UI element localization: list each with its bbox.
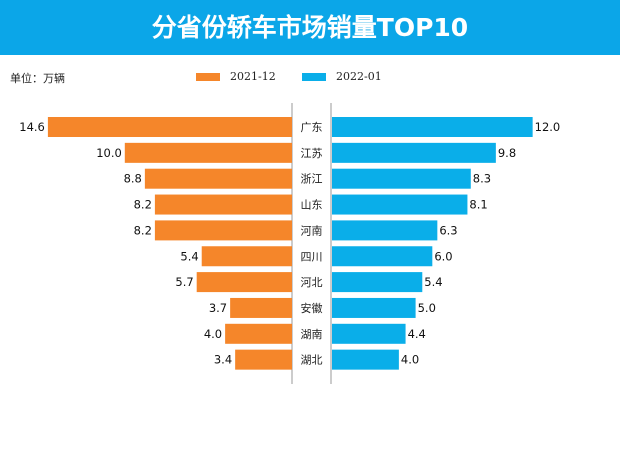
bar-2021-12 xyxy=(47,117,292,137)
value-label-2022-01: 5.0 xyxy=(418,301,436,315)
bar-2022-01 xyxy=(332,220,438,241)
value-label-2021-12: 8.2 xyxy=(134,223,152,237)
bar-2022-01 xyxy=(332,272,423,293)
bar-2022-01 xyxy=(332,297,416,318)
bar-2021-12 xyxy=(201,246,292,267)
value-label-2021-12: 5.7 xyxy=(175,275,193,289)
bar-2021-12 xyxy=(235,349,292,370)
value-label-2021-12: 14.6 xyxy=(19,120,45,134)
value-label-2022-01: 6.0 xyxy=(434,249,452,263)
unit-label: 单位：万辆 xyxy=(10,72,65,85)
bar-2022-01 xyxy=(332,117,533,137)
category-label: 河北 xyxy=(301,276,323,289)
bar-2022-01 xyxy=(332,168,471,189)
bar-2021-12 xyxy=(154,194,292,215)
value-label-2021-12: 3.7 xyxy=(209,301,227,315)
bar-2021-12 xyxy=(230,297,292,318)
legend-item-2022-01: 2022-01 xyxy=(302,70,382,83)
bar-2022-01 xyxy=(332,142,496,163)
value-label-2021-12: 10.0 xyxy=(96,146,122,160)
category-label: 浙江 xyxy=(301,173,323,186)
category-label: 湖北 xyxy=(301,354,323,367)
value-label-2021-12: 8.8 xyxy=(124,172,142,186)
bar-2021-12 xyxy=(144,168,292,189)
chart-title: 分省份轿车市场销量TOP10 xyxy=(0,0,620,55)
value-label-2022-01: 12.0 xyxy=(535,120,561,134)
category-label: 山东 xyxy=(301,199,323,212)
bar-2021-12 xyxy=(154,220,292,241)
value-label-2022-01: 4.4 xyxy=(408,327,426,341)
legend-swatch xyxy=(302,72,326,81)
value-label-2021-12: 8.2 xyxy=(134,198,152,212)
bar-2022-01 xyxy=(332,246,433,267)
value-label-2022-01: 5.4 xyxy=(424,275,442,289)
value-label-2021-12: 5.4 xyxy=(180,249,198,263)
value-label-2022-01: 4.0 xyxy=(401,353,419,367)
value-label-2022-01: 9.8 xyxy=(498,146,516,160)
category-label: 河南 xyxy=(301,224,323,237)
legend-item-2021-12: 2021-12 xyxy=(196,70,276,83)
value-label-2022-01: 8.1 xyxy=(469,198,487,212)
legend-label: 2021-12 xyxy=(230,70,276,83)
bar-2022-01 xyxy=(332,349,399,370)
value-label-2021-12: 4.0 xyxy=(204,327,222,341)
category-label: 四川 xyxy=(301,250,323,263)
legend-label: 2022-01 xyxy=(336,70,382,83)
value-label-2021-12: 3.4 xyxy=(214,353,232,367)
category-label: 广东 xyxy=(301,121,323,134)
category-label: 湖南 xyxy=(301,328,323,341)
bar-2022-01 xyxy=(332,323,406,344)
bar-2021-12 xyxy=(225,323,292,344)
bar-2021-12 xyxy=(196,272,292,293)
category-label: 江苏 xyxy=(301,147,323,160)
bar-2021-12 xyxy=(124,142,292,163)
category-label: 安徽 xyxy=(301,301,323,315)
value-label-2022-01: 6.3 xyxy=(439,223,457,237)
bar-2022-01 xyxy=(332,194,468,215)
value-label-2022-01: 8.3 xyxy=(473,172,491,186)
legend-swatch xyxy=(196,72,220,81)
